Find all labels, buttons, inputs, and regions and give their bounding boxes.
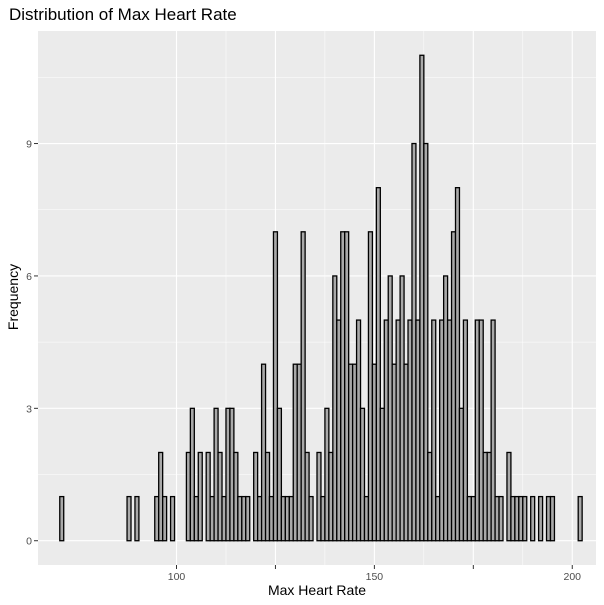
- histogram-bar: [549, 495, 556, 542]
- y-tick-label: 9: [26, 139, 32, 151]
- histogram-bar: [245, 495, 251, 542]
- histogram-bar: [423, 142, 429, 542]
- x-tick-label: 150: [366, 571, 384, 583]
- histogram-bar: [134, 495, 140, 542]
- histogram-bar: [490, 319, 496, 542]
- histogram-bar: [197, 451, 203, 542]
- histogram-bars: [59, 54, 583, 542]
- histogram-bar: [276, 407, 283, 542]
- histogram-bar: [162, 495, 168, 542]
- histogram-bar: [308, 495, 314, 542]
- histogram-bar: [169, 495, 176, 542]
- y-axis: 0 3 6 9: [26, 139, 38, 548]
- histogram-bar: [126, 495, 132, 542]
- y-tick-label: 3: [26, 403, 32, 415]
- x-tick-label: 200: [563, 571, 581, 583]
- histogram-bar: [530, 495, 536, 542]
- histogram-bar: [431, 319, 437, 542]
- y-tick-label: 0: [26, 536, 32, 548]
- histogram-bar: [375, 187, 381, 542]
- histogram-bar: [300, 231, 306, 542]
- y-axis-label: Frequency: [5, 264, 21, 330]
- histogram-bar: [498, 495, 504, 542]
- histogram-bar: [462, 319, 469, 542]
- histogram-bar: [189, 407, 195, 542]
- x-axis: 100 150 200: [168, 565, 581, 583]
- histogram-bar: [59, 495, 65, 542]
- histogram-bar: [359, 407, 366, 542]
- histogram-bar: [454, 187, 461, 542]
- y-tick-label: 6: [26, 271, 32, 283]
- histogram-bar: [272, 231, 279, 542]
- chart-title: Distribution of Max Heart Rate: [9, 5, 237, 24]
- x-axis-label: Max Heart Rate: [268, 582, 366, 598]
- histogram-bar: [537, 495, 544, 542]
- x-tick-label: 100: [168, 571, 186, 583]
- histogram-bar: [478, 319, 484, 542]
- histogram-bar: [522, 495, 528, 542]
- histogram-bar: [577, 495, 583, 542]
